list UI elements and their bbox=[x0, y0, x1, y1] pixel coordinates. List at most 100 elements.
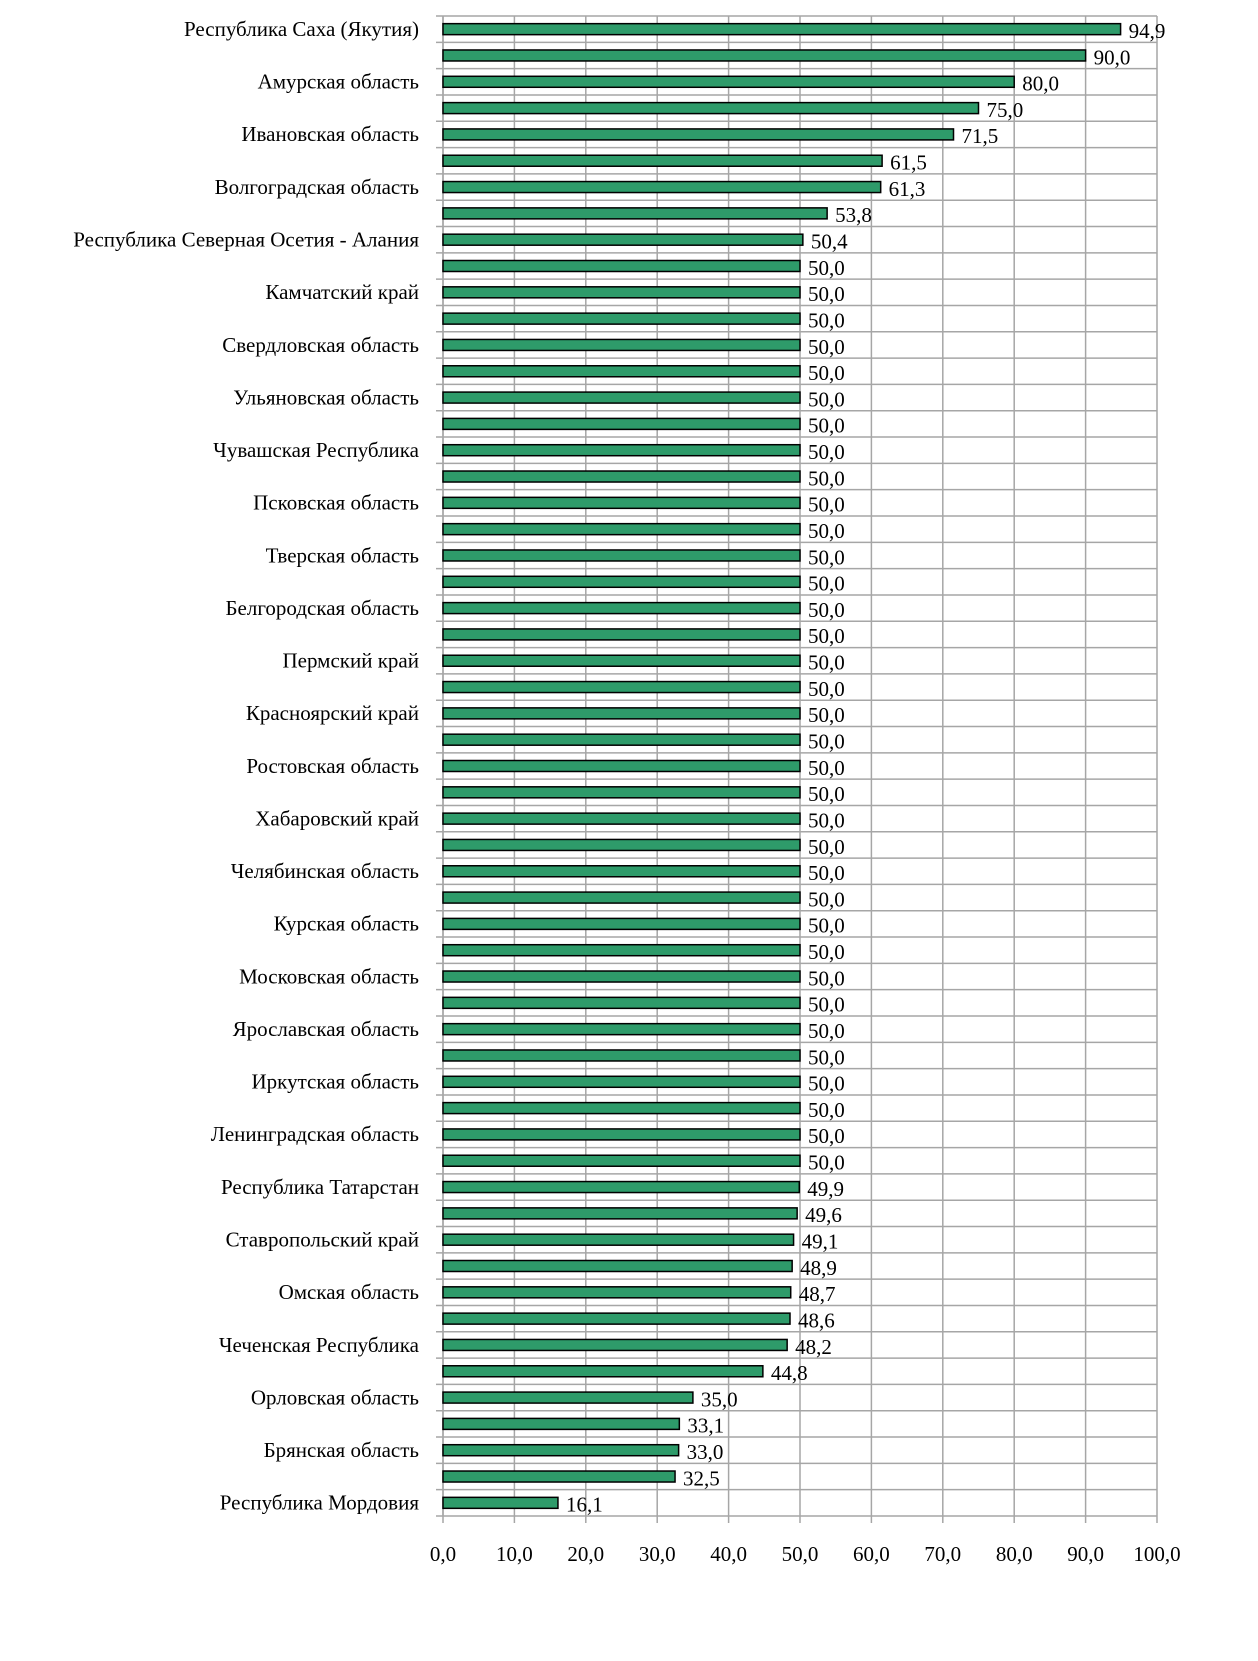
value-label: 48,7 bbox=[799, 1282, 836, 1306]
bar bbox=[442, 1101, 801, 1115]
value-label: 16,1 bbox=[566, 1493, 603, 1517]
bar bbox=[442, 786, 801, 799]
bar bbox=[442, 680, 801, 694]
y-tick-label: Псковская область bbox=[253, 491, 419, 515]
y-tick-label: Ростовская область bbox=[246, 754, 419, 778]
bar bbox=[442, 312, 801, 325]
value-label: 50,0 bbox=[808, 914, 845, 938]
bar bbox=[442, 1312, 791, 1325]
value-label: 49,6 bbox=[805, 1203, 842, 1227]
bar bbox=[442, 812, 801, 825]
bar bbox=[442, 1022, 801, 1036]
value-label: 50,0 bbox=[808, 861, 845, 885]
y-tick-label: Хабаровский край bbox=[255, 806, 419, 830]
value-label: 50,0 bbox=[808, 1098, 845, 1122]
value-label: 49,1 bbox=[802, 1229, 839, 1253]
value-label: 50,0 bbox=[808, 782, 845, 806]
y-tick-label: Амурская область bbox=[258, 70, 419, 94]
bar bbox=[442, 365, 801, 378]
bar bbox=[442, 1338, 788, 1352]
bar bbox=[442, 1049, 801, 1062]
value-label: 50,0 bbox=[808, 572, 845, 596]
bar bbox=[442, 1391, 694, 1404]
bar bbox=[442, 1259, 793, 1273]
value-label: 50,0 bbox=[808, 966, 845, 990]
value-label: 35,0 bbox=[701, 1387, 738, 1411]
value-label: 50,0 bbox=[808, 282, 845, 306]
value-label: 50,0 bbox=[808, 1124, 845, 1148]
y-tick-label: Республика Северная Осетия - Алания bbox=[73, 227, 419, 251]
value-label: 50,0 bbox=[808, 1151, 845, 1175]
value-label: 33,0 bbox=[687, 1440, 724, 1464]
bar bbox=[442, 1443, 680, 1457]
bar bbox=[442, 1365, 764, 1378]
value-label: 50,0 bbox=[808, 440, 845, 464]
bar bbox=[442, 1470, 676, 1483]
bar bbox=[442, 286, 801, 299]
bar bbox=[442, 733, 801, 746]
value-label: 71,5 bbox=[962, 124, 999, 148]
value-label: 50,0 bbox=[808, 466, 845, 490]
value-label: 50,0 bbox=[808, 651, 845, 675]
bar bbox=[442, 1233, 795, 1246]
value-label: 50,0 bbox=[808, 940, 845, 964]
value-label: 50,0 bbox=[808, 887, 845, 911]
bar bbox=[442, 522, 801, 536]
value-label: 50,0 bbox=[808, 1045, 845, 1069]
bar bbox=[442, 1417, 681, 1431]
bar bbox=[442, 496, 801, 510]
value-label: 50,0 bbox=[808, 598, 845, 622]
bar bbox=[442, 1075, 801, 1089]
bar bbox=[442, 1207, 798, 1220]
value-label: 50,0 bbox=[808, 1072, 845, 1096]
value-label: 50,0 bbox=[808, 308, 845, 332]
y-tick-label: Свердловская область bbox=[222, 333, 419, 357]
bar bbox=[442, 1128, 801, 1141]
y-tick-label: Республика Мордовия bbox=[220, 1491, 420, 1515]
value-label: 50,0 bbox=[808, 808, 845, 832]
bar bbox=[442, 628, 801, 641]
value-label: 94,9 bbox=[1129, 19, 1166, 43]
y-tick-label: Красноярский край bbox=[246, 701, 419, 725]
value-label: 50,4 bbox=[811, 229, 848, 253]
value-label: 90,0 bbox=[1094, 45, 1131, 69]
x-tick-label: 0,0 bbox=[430, 1542, 456, 1566]
y-tick-label: Челябинская область bbox=[231, 859, 419, 883]
bar bbox=[442, 470, 801, 483]
value-label: 53,8 bbox=[835, 203, 872, 227]
y-tick-label: Орловская область bbox=[251, 1385, 419, 1409]
value-label: 50,0 bbox=[808, 835, 845, 859]
y-tick-label: Курская область bbox=[274, 912, 419, 936]
value-label: 50,0 bbox=[808, 703, 845, 727]
value-label: 48,9 bbox=[800, 1256, 837, 1280]
x-tick-label: 20,0 bbox=[567, 1542, 604, 1566]
bar bbox=[442, 338, 801, 352]
x-tick-label: 50,0 bbox=[782, 1542, 819, 1566]
value-label: 50,0 bbox=[808, 256, 845, 280]
value-label: 50,0 bbox=[808, 545, 845, 569]
bar bbox=[442, 49, 1087, 62]
value-label: 50,0 bbox=[808, 361, 845, 385]
bar bbox=[442, 654, 801, 667]
y-tick-label: Республика Саха (Якутия) bbox=[184, 17, 419, 41]
y-tick-label: Чувашская Республика bbox=[213, 438, 420, 462]
bar bbox=[442, 970, 801, 983]
bar bbox=[442, 180, 882, 194]
bar bbox=[442, 1496, 559, 1510]
value-label: 50,0 bbox=[808, 993, 845, 1017]
value-label: 61,3 bbox=[889, 177, 926, 201]
bar bbox=[442, 22, 1122, 36]
bar bbox=[442, 549, 801, 562]
value-label: 49,9 bbox=[807, 1177, 844, 1201]
x-tick-label: 80,0 bbox=[996, 1542, 1033, 1566]
bar bbox=[442, 443, 801, 457]
bar bbox=[442, 1180, 801, 1194]
bar bbox=[442, 154, 883, 167]
y-tick-label: Чеченская Республика bbox=[219, 1333, 420, 1357]
bar bbox=[442, 417, 801, 431]
value-label: 61,5 bbox=[890, 151, 927, 175]
value-label: 48,2 bbox=[795, 1335, 832, 1359]
value-label: 75,0 bbox=[987, 98, 1024, 122]
bar bbox=[442, 391, 801, 404]
